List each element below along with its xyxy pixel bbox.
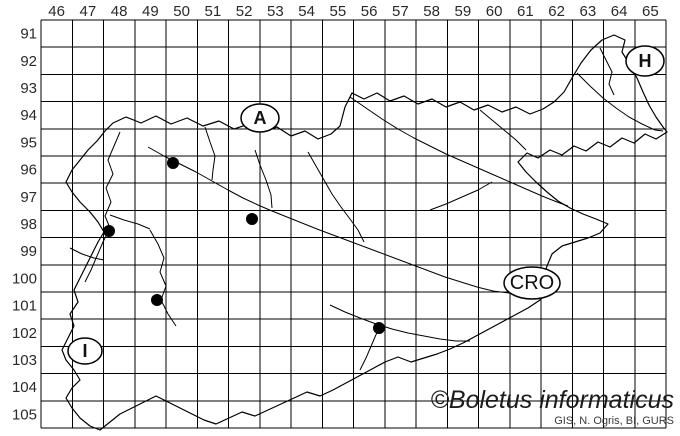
top-axis-tick: 48	[111, 3, 128, 20]
top-axis-tick: 52	[236, 3, 253, 20]
top-axis-tick: 56	[361, 3, 378, 20]
left-axis-tick: 96	[20, 162, 37, 179]
country-label-a: A	[254, 108, 267, 128]
attribution-text: GIS, N. Ogris, BI, GURS	[554, 415, 674, 427]
top-axis-labels: 46 47 48 49 50 51 52 53 54 55 56 57 58 59 60 61 62 63 64 65	[48, 3, 658, 20]
occurrence-dot	[246, 213, 258, 225]
country-labels: A H CRO I	[67, 45, 665, 365]
watermark-text: ©Boletus informaticus	[430, 386, 674, 414]
top-axis-tick: 62	[548, 3, 565, 20]
left-axis-tick: 101	[12, 298, 37, 315]
top-axis-tick: 46	[48, 3, 65, 20]
left-axis-tick: 93	[20, 80, 37, 97]
left-axis-tick: 95	[20, 134, 37, 151]
country-label-h: H	[639, 51, 652, 71]
river-sava	[147, 146, 536, 294]
river-kokra	[204, 126, 216, 181]
country-ellipse-cro	[503, 266, 561, 300]
slovenia-border	[61, 34, 668, 431]
top-axis-tick: 60	[486, 3, 503, 20]
top-axis-tick: 57	[392, 3, 409, 20]
left-axis-tick: 94	[20, 107, 37, 124]
rivers	[69, 47, 664, 371]
left-axis-tick: 105	[12, 406, 37, 423]
top-axis-tick: 47	[80, 3, 97, 20]
top-axis-tick: 49	[142, 3, 159, 20]
country-ellipse-i	[67, 337, 103, 365]
top-axis-tick: 58	[423, 3, 440, 20]
top-axis-tick: 51	[205, 3, 222, 20]
river-idrijca	[109, 214, 151, 230]
top-axis-tick: 64	[611, 3, 628, 20]
occurrence-dot	[373, 322, 385, 334]
left-axis-tick: 92	[20, 53, 37, 70]
left-axis-tick: 102	[12, 325, 37, 342]
occurrence-dot	[151, 294, 163, 306]
river-ljubljanica	[149, 229, 177, 327]
left-axis-tick: 104	[12, 379, 37, 396]
left-axis-tick: 91	[20, 26, 37, 43]
country-label-i: I	[82, 341, 87, 361]
river-mura	[576, 72, 664, 132]
river-dravinja	[429, 181, 493, 211]
top-axis-tick: 63	[580, 3, 597, 20]
left-axis-tick: 97	[20, 189, 37, 206]
river-drava	[349, 96, 569, 207]
left-axis-labels: 91 92 93 94 95 96 97 98 99 100 101 102 103 104 105	[12, 26, 37, 424]
top-axis-tick: 53	[267, 3, 284, 20]
top-axis-tick: 59	[455, 3, 472, 20]
grid-lines	[40, 19, 667, 429]
country-label-cro: CRO	[510, 272, 554, 294]
top-axis-tick: 65	[642, 3, 659, 20]
river-vipava	[69, 247, 105, 261]
top-axis-tick: 50	[173, 3, 190, 20]
left-axis-tick: 99	[20, 243, 37, 260]
occurrence-dot	[103, 225, 115, 237]
occurrence-dot	[167, 157, 179, 169]
country-ellipse-h	[625, 45, 665, 77]
river-kamniska	[254, 149, 273, 209]
river-krka-tributary	[359, 329, 379, 371]
occurrence-dots	[103, 157, 385, 334]
top-axis-tick: 55	[330, 3, 347, 20]
river-krka	[329, 304, 470, 342]
river-savinja	[307, 151, 365, 243]
top-axis-tick: 61	[517, 3, 534, 20]
river-pesnica	[479, 109, 527, 151]
left-axis-tick: 100	[12, 270, 37, 287]
left-axis-tick: 103	[12, 352, 37, 369]
left-axis-tick: 98	[20, 216, 37, 233]
top-axis-tick: 54	[298, 3, 315, 20]
country-ellipse-a	[240, 103, 280, 133]
river-ledava	[599, 47, 615, 96]
